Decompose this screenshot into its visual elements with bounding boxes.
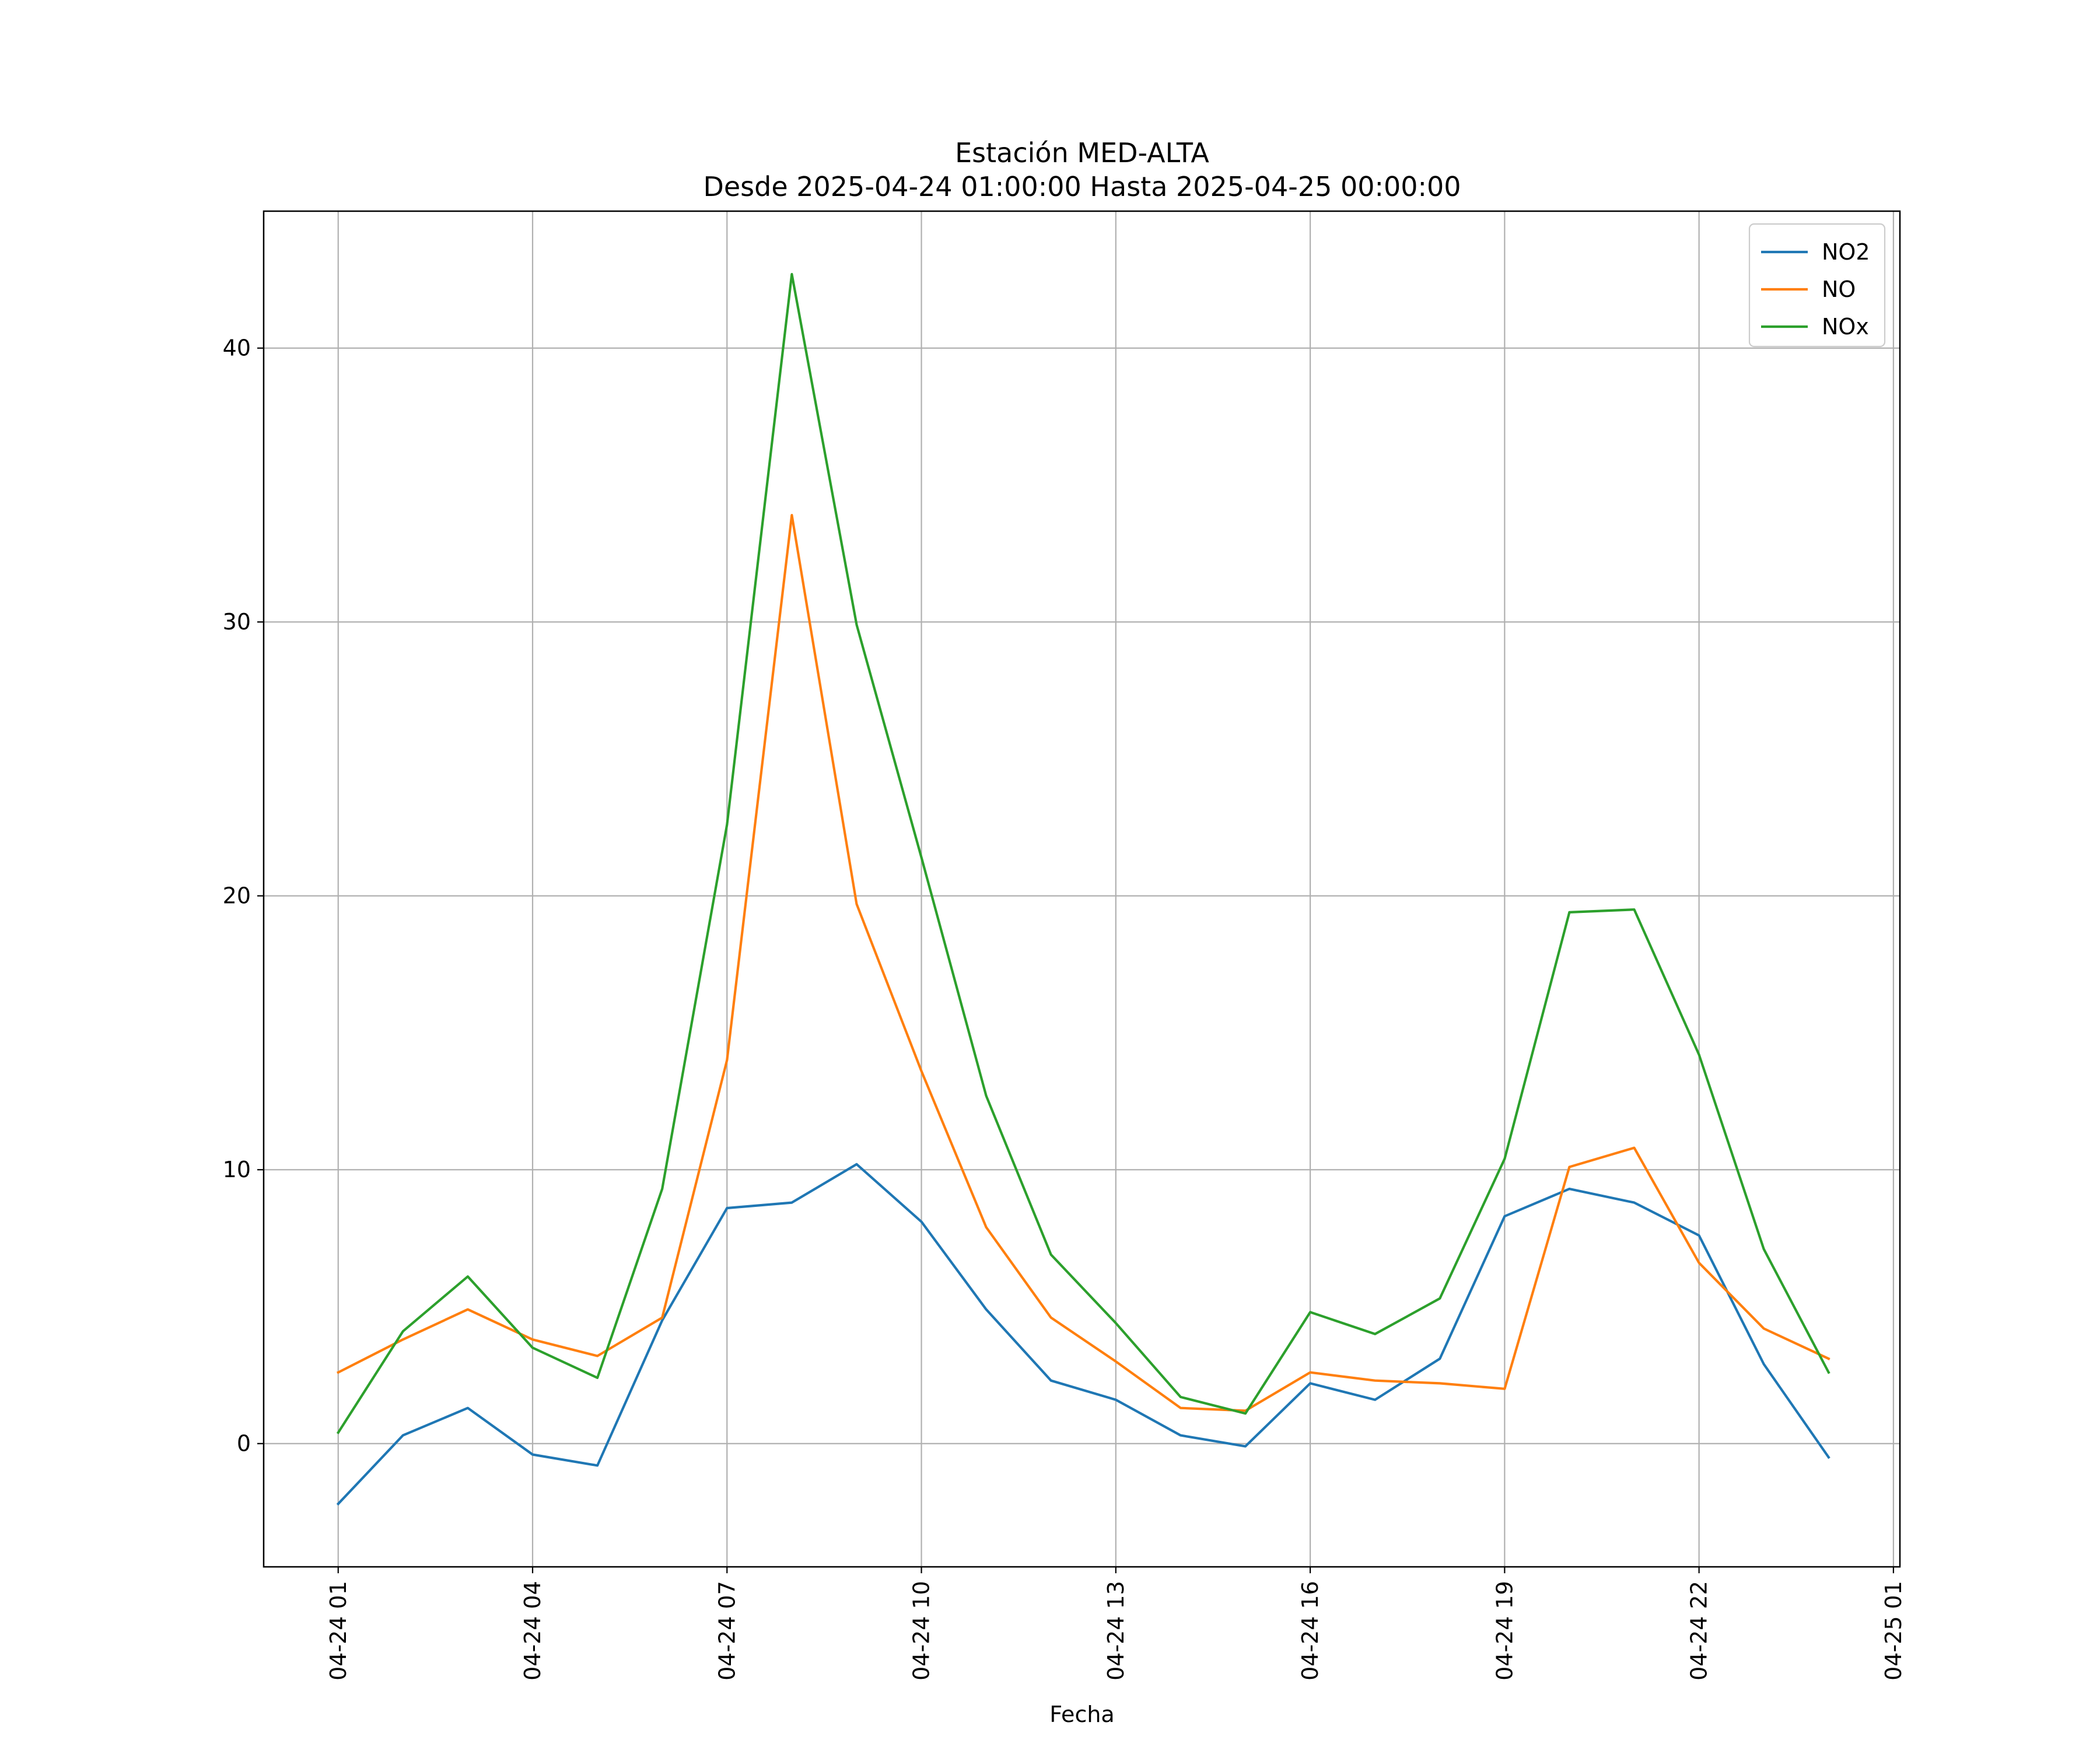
x-tick-label: 04-24 01 [326, 1581, 351, 1681]
legend-label-no2: NO2 [1822, 239, 1870, 265]
x-axis: 04-24 01 04-24 04 04-24 07 04-24 10 04-24 13… [326, 1567, 1906, 1681]
plot-frame [262, 210, 1901, 1568]
x-tick-label: 04-24 10 [909, 1581, 935, 1681]
x-tick-label: 04-25 01 [1881, 1581, 1906, 1681]
y-tick-label: 20 [223, 883, 251, 909]
legend: NO2 NO NOx [1748, 223, 1886, 348]
x-tick-label: 04-24 22 [1686, 1581, 1712, 1681]
x-axis-label: Fecha [1049, 1702, 1114, 1727]
chart-title: Estación MED-ALTA [955, 137, 1209, 169]
series-line-no2 [336, 1163, 1831, 1506]
series-line-nox [336, 272, 1831, 1434]
x-tick-label: 04-24 07 [714, 1581, 740, 1681]
x-tick-label: 04-24 04 [520, 1581, 545, 1681]
series-lines [336, 272, 1831, 1506]
y-tick-label: 0 [237, 1431, 251, 1457]
x-tick-label: 04-24 16 [1297, 1581, 1323, 1681]
y-tick-label: 30 [223, 609, 251, 635]
legend-label-no: NO [1822, 276, 1856, 302]
y-tick-label: 10 [223, 1157, 251, 1182]
x-tick-label: 04-24 13 [1103, 1581, 1129, 1681]
y-tick-label: 40 [223, 335, 251, 361]
legend-box [1748, 223, 1886, 348]
grid-lines [264, 211, 1900, 1567]
chart-subtitle: Desde 2025-04-24 01:00:00 Hasta 2025-04-… [703, 171, 1461, 202]
legend-label-nox: NOx [1822, 314, 1869, 340]
x-tick-label: 04-24 19 [1492, 1581, 1517, 1681]
series-line-no [336, 513, 1831, 1412]
y-axis: 0 10 20 30 40 [223, 335, 264, 1457]
